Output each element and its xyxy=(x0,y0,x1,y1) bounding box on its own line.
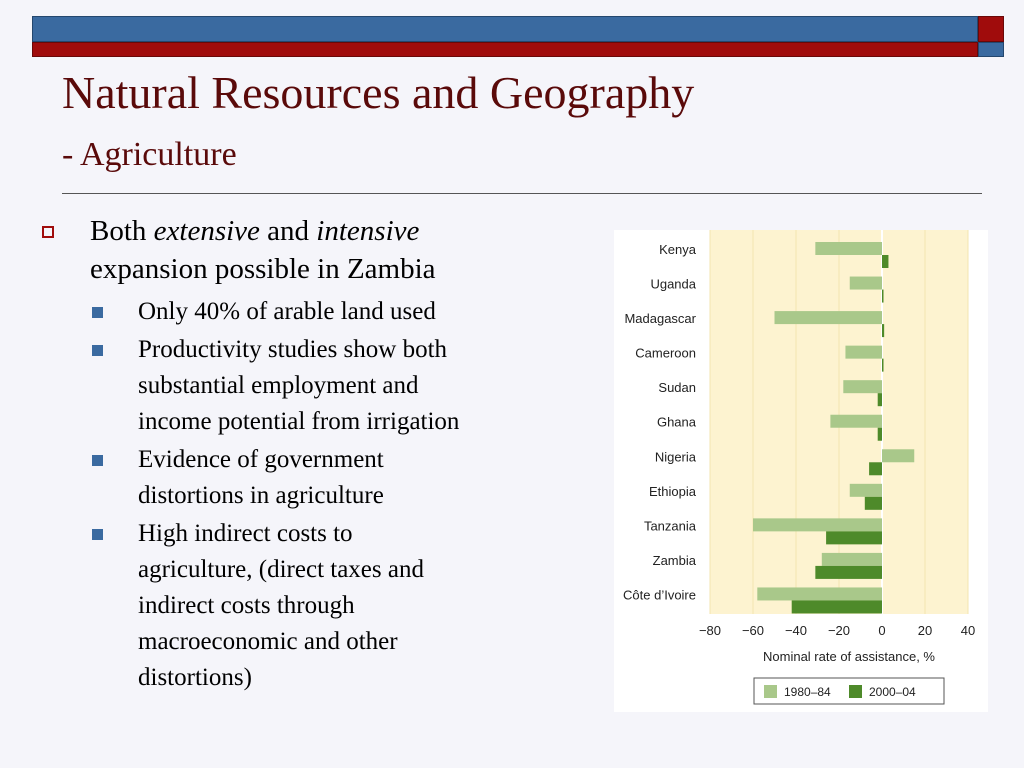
bar-2000-04 xyxy=(882,255,889,268)
sub-bullet-line: Only 40% of arable land used xyxy=(138,298,436,325)
sub-bullet-item: Only 40% of arable land used xyxy=(36,294,596,330)
bar-1980-84 xyxy=(821,552,882,566)
sub-bullet-line: income potential from irrigation xyxy=(138,408,460,435)
sub-bullet-line: macroeconomic and other xyxy=(138,628,398,655)
bar-2000-04 xyxy=(882,324,885,338)
x-tick-label: −40 xyxy=(785,623,807,638)
bar-1980-84 xyxy=(815,242,882,255)
bar-2000-04 xyxy=(882,358,884,372)
x-tick-label: 40 xyxy=(961,623,975,638)
slide-subtitle: - Agriculture xyxy=(62,136,237,173)
category-label: Kenya xyxy=(659,242,697,257)
sub-bullet-line: indirect costs through xyxy=(138,592,355,619)
bar-1980-84 xyxy=(845,345,882,359)
legend-label-2000-04: 2000–04 xyxy=(869,685,916,699)
sub-bullet-line: substantial employment and xyxy=(138,372,419,399)
header-band-blue xyxy=(32,16,978,42)
category-label: Madagascar xyxy=(624,311,696,326)
bar-2000-04 xyxy=(877,393,882,407)
bar-1980-84 xyxy=(753,518,882,532)
bar-2000-04 xyxy=(826,531,882,545)
category-label: Sudan xyxy=(658,380,696,395)
category-label: Zambia xyxy=(653,553,697,568)
x-tick-label: 0 xyxy=(878,623,885,638)
bar-2000-04 xyxy=(882,289,884,303)
header-band-red xyxy=(32,42,978,57)
bar-2000-04 xyxy=(791,600,882,614)
bar-1980-84 xyxy=(830,414,882,428)
legend-swatch-2000-04 xyxy=(849,685,862,698)
main-bullet-em-intensive: intensive xyxy=(316,215,420,247)
sub-bullet-line: distortions) xyxy=(138,664,252,691)
square-bullet-icon xyxy=(92,307,103,318)
bar-2000-04 xyxy=(869,462,882,476)
x-axis-label: Nominal rate of assistance, % xyxy=(763,649,935,664)
x-tick-label: −80 xyxy=(699,623,721,638)
main-bullet-text-1: Both xyxy=(90,215,154,247)
square-bullet-icon xyxy=(92,455,103,466)
x-tick-label: −20 xyxy=(828,623,850,638)
chart-svg: Kenya Uganda Madagascar Cameroon Sudan Ghana N… xyxy=(614,230,988,712)
main-bullet: Both extensive and intensive expansion p… xyxy=(36,212,596,288)
sub-bullet-line: Evidence of government xyxy=(138,446,384,473)
bar-1980-84 xyxy=(843,380,882,394)
sub-bullet-line: agriculture, (direct taxes and xyxy=(138,556,424,583)
slide-title: Natural Resources and Geography xyxy=(62,67,695,118)
sub-bullet-item: Evidence of government distortions in agr… xyxy=(36,442,596,514)
nominal-assistance-chart: Kenya Uganda Madagascar Cameroon Sudan Ghana N… xyxy=(614,230,988,712)
bar-1980-84 xyxy=(849,276,882,290)
bar-2000-04 xyxy=(864,496,882,510)
bar-1980-84 xyxy=(882,449,915,463)
main-bullet-em-extensive: extensive xyxy=(153,215,260,247)
category-label: Cameroon xyxy=(635,346,696,361)
category-label: Ghana xyxy=(657,415,697,430)
category-label: Ethiopia xyxy=(649,484,697,499)
bar-1980-84 xyxy=(757,587,882,601)
category-label: Uganda xyxy=(650,277,696,292)
title-divider xyxy=(62,193,982,194)
x-tick-label: 20 xyxy=(918,623,932,638)
slide-content: Both extensive and intensive expansion p… xyxy=(36,212,596,698)
legend-label-1980-84: 1980–84 xyxy=(784,685,831,699)
bar-2000-04 xyxy=(815,565,882,579)
header-corner-blue xyxy=(978,42,1004,57)
sub-bullet-line: Productivity studies show both xyxy=(138,336,448,363)
sub-bullet-item: Productivity studies show both substantia… xyxy=(36,332,596,440)
sub-bullet-line: distortions in agriculture xyxy=(138,482,384,509)
bar-1980-84 xyxy=(849,483,882,497)
legend-swatch-1980-84 xyxy=(764,685,777,698)
sub-bullet-line: High indirect costs to xyxy=(138,520,353,547)
bar-2000-04 xyxy=(877,427,882,441)
main-bullet-line-2: expansion possible in Zambia xyxy=(90,253,436,285)
square-bullet-icon xyxy=(92,345,103,356)
bar-1980-84 xyxy=(774,311,882,325)
hollow-square-bullet-icon xyxy=(42,226,54,238)
main-bullet-text-2: and xyxy=(259,215,317,247)
category-label: Nigeria xyxy=(655,449,697,464)
square-bullet-icon xyxy=(92,529,103,540)
x-tick-label: −60 xyxy=(742,623,764,638)
header-corner-red xyxy=(978,16,1004,42)
category-label: Côte d’Ivoire xyxy=(623,587,696,602)
sub-bullet-list: Only 40% of arable land used Productivity… xyxy=(36,294,596,696)
category-label: Tanzania xyxy=(644,518,697,533)
main-bullet-line-1: Both extensive and intensive xyxy=(90,212,596,250)
sub-bullet-item: High indirect costs to agriculture, (dire… xyxy=(36,516,596,696)
